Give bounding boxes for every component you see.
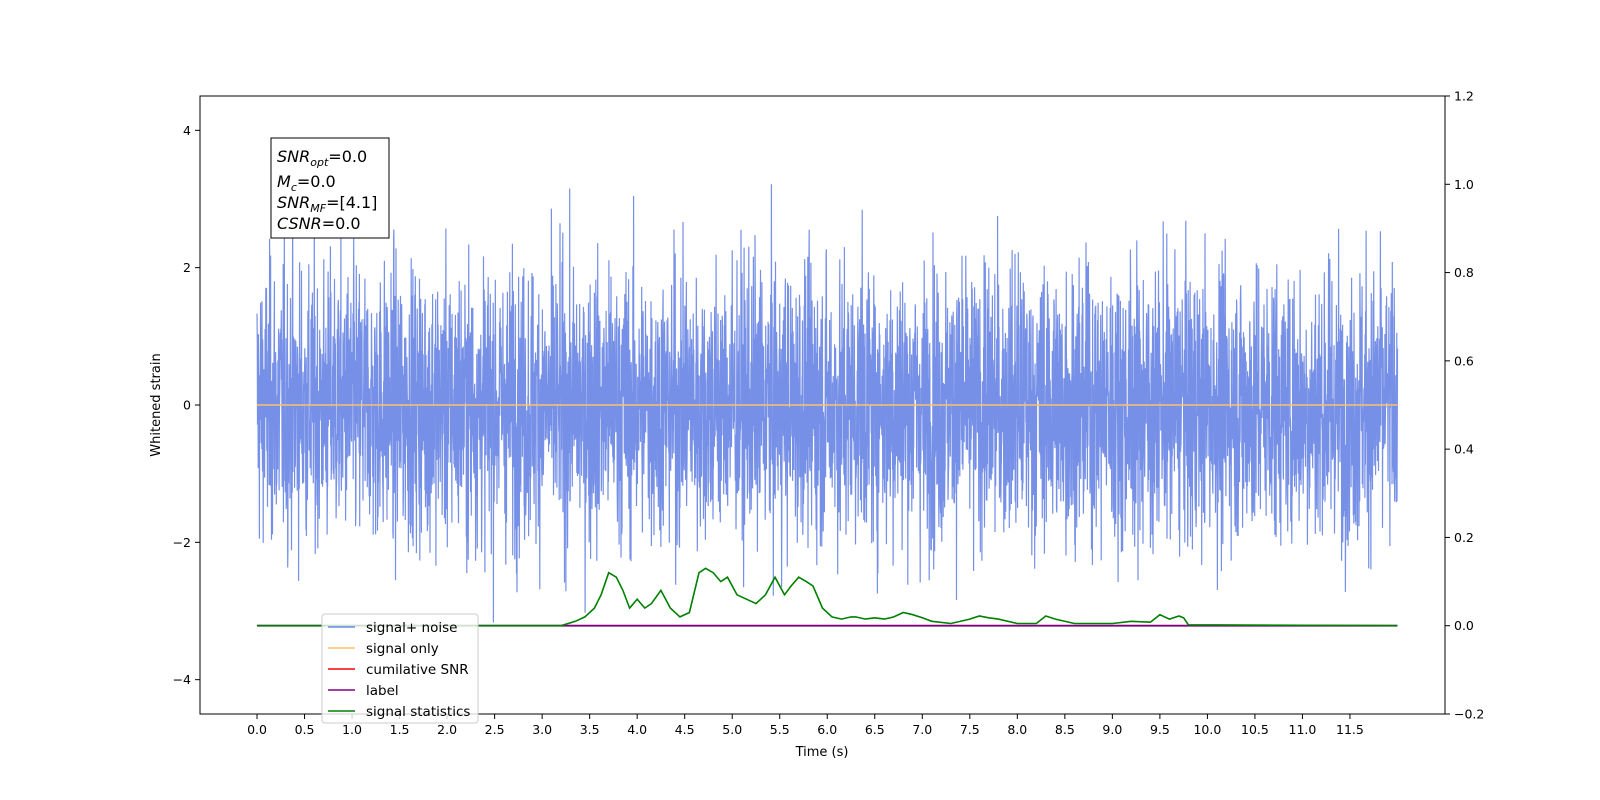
info-snr-opt: SNRopt=0.0 xyxy=(277,147,367,169)
x-tick-label: 9.0 xyxy=(1102,722,1122,737)
series-signal-statistics-line xyxy=(257,567,1398,627)
x-tick-label: 4.5 xyxy=(675,722,695,737)
info-csnr: CSNR=0.0 xyxy=(277,214,361,233)
y-tick-label: −4 xyxy=(173,672,191,687)
y2-tick-label: 0.0 xyxy=(1454,618,1474,633)
legend-label: signal statistics xyxy=(366,704,470,720)
x-tick-label: 0.5 xyxy=(295,722,315,737)
y-axis-right: 1.2 1.0 0.8 0.6 0.4 0.2 0.0 −0.2 xyxy=(1445,89,1484,722)
x-tick-label: 1.5 xyxy=(390,722,410,737)
x-axis: 0.0 0.5 1.0 1.5 2.0 2.5 3.0 3.5 4.0 4.5 5.0 5.5 6.0 6… xyxy=(247,714,1364,737)
x-tick-label: 8.5 xyxy=(1055,722,1075,737)
x-axis-label: Time (s) xyxy=(795,745,849,760)
x-tick-label: 9.5 xyxy=(1150,722,1170,737)
x-tick-label: 3.5 xyxy=(580,722,600,737)
y-axis-label: Whitened strain xyxy=(149,353,164,456)
y2-tick-label: 1.0 xyxy=(1454,177,1474,192)
info-mc: Mc=0.0 xyxy=(277,172,336,194)
x-tick-label: 8.0 xyxy=(1007,722,1027,737)
y-tick-label: −2 xyxy=(173,535,191,550)
x-tick-label: 10.0 xyxy=(1193,722,1221,737)
x-tick-label: 4.0 xyxy=(627,722,647,737)
legend-label: label xyxy=(366,683,399,699)
legend-label: signal only xyxy=(366,641,439,657)
y2-tick-label: 1.2 xyxy=(1454,89,1474,104)
x-tick-label: 7.0 xyxy=(912,722,932,737)
x-tick-label: 3.0 xyxy=(532,722,552,737)
x-tick-label: 11.0 xyxy=(1289,722,1317,737)
y-axis-left: 4 2 0 −2 −4 xyxy=(173,123,200,687)
x-tick-label: 7.5 xyxy=(960,722,980,737)
x-tick-label: 5.0 xyxy=(722,722,742,737)
x-tick-label: 5.5 xyxy=(770,722,790,737)
x-tick-label: 2.0 xyxy=(437,722,457,737)
x-tick-label: 6.0 xyxy=(817,722,837,737)
legend-label: signal+ noise xyxy=(366,620,457,636)
series-signal-noise-line xyxy=(256,184,1399,623)
x-tick-label: 10.5 xyxy=(1241,722,1269,737)
y2-tick-label: 0.6 xyxy=(1454,353,1474,368)
info-box: SNRopt=0.0 Mc=0.0 SNRMF=[4.1] CSNR=0.0 xyxy=(270,137,390,239)
legend: signal+ noise signal only cumilative SNR la… xyxy=(321,613,479,724)
info-snr-mf: SNRMF=[4.1] xyxy=(277,193,377,215)
y2-tick-label: 0.8 xyxy=(1454,265,1474,280)
x-tick-label: 6.5 xyxy=(865,722,885,737)
y-tick-label: 0 xyxy=(183,398,191,413)
y-tick-label: 2 xyxy=(183,260,191,275)
y2-tick-label: −0.2 xyxy=(1454,707,1484,722)
y-tick-label: 4 xyxy=(183,123,191,138)
x-tick-label: 1.0 xyxy=(342,722,362,737)
y2-tick-label: 0.4 xyxy=(1454,442,1474,457)
x-tick-label: 11.5 xyxy=(1336,722,1364,737)
legend-frame xyxy=(321,613,479,724)
x-tick-label: 2.5 xyxy=(485,722,505,737)
legend-label: cumilative SNR xyxy=(366,662,469,678)
y2-tick-label: 0.2 xyxy=(1454,530,1474,545)
x-tick-label: 0.0 xyxy=(247,722,267,737)
